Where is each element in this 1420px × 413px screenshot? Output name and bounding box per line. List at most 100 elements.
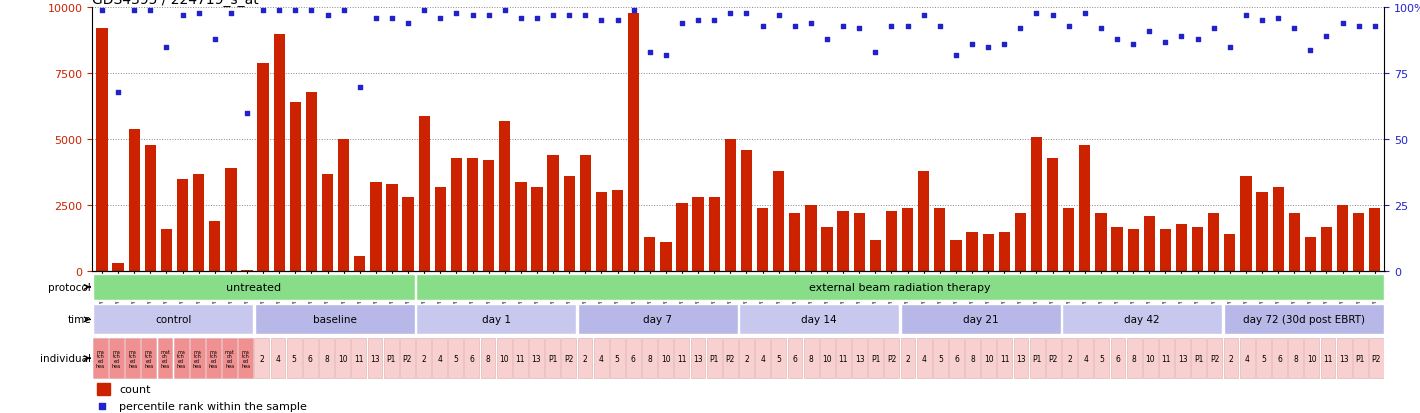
Bar — [1208, 214, 1220, 272]
Bar — [416, 274, 1383, 300]
Bar — [934, 209, 946, 272]
Text: 4: 4 — [760, 354, 765, 363]
Bar — [707, 338, 721, 378]
Bar — [1272, 338, 1287, 378]
Point — [977, 45, 1000, 51]
Bar — [1079, 145, 1091, 272]
Bar — [209, 222, 220, 272]
Point — [124, 7, 146, 14]
Point — [444, 10, 467, 17]
Text: 4: 4 — [275, 354, 281, 363]
Bar — [173, 338, 189, 378]
Bar — [1272, 188, 1284, 272]
Bar — [322, 174, 334, 272]
Bar — [1224, 305, 1383, 335]
Point — [139, 7, 162, 14]
Point — [187, 10, 210, 17]
Bar — [435, 188, 446, 272]
Text: 5: 5 — [453, 354, 459, 363]
Text: P2: P2 — [403, 354, 412, 363]
Point — [1218, 45, 1241, 51]
Point — [1348, 24, 1370, 30]
Bar — [335, 338, 351, 378]
Bar — [548, 156, 558, 272]
Bar — [902, 209, 913, 272]
Bar — [500, 121, 510, 272]
Point — [1106, 37, 1129, 43]
Bar — [1143, 338, 1157, 378]
Text: mat
ch
ed
hea: mat ch ed hea — [224, 349, 234, 368]
Bar — [628, 14, 639, 272]
Text: day 72 (30d post EBRT): day 72 (30d post EBRT) — [1242, 315, 1365, 325]
Bar — [158, 338, 172, 378]
Text: 4: 4 — [922, 354, 927, 363]
Bar — [467, 159, 479, 272]
Bar — [998, 232, 1010, 272]
Point — [251, 7, 274, 14]
Bar — [612, 190, 623, 272]
Point — [172, 13, 195, 19]
Bar — [869, 240, 880, 272]
Point — [348, 84, 371, 90]
Bar — [1191, 227, 1203, 272]
Text: P1: P1 — [1032, 354, 1042, 363]
Bar — [1112, 227, 1123, 272]
Bar — [676, 203, 687, 272]
Text: 8: 8 — [970, 354, 976, 363]
Bar — [1257, 193, 1268, 272]
Point — [1315, 34, 1338, 40]
Bar — [950, 240, 961, 272]
Text: P2: P2 — [1372, 354, 1382, 363]
Bar — [724, 140, 736, 272]
Text: 11: 11 — [1323, 354, 1333, 363]
Point — [1025, 10, 1048, 17]
Text: 5: 5 — [291, 354, 297, 363]
Bar — [771, 338, 787, 378]
Point — [220, 10, 243, 17]
Point — [477, 13, 500, 19]
Text: day 21: day 21 — [963, 315, 998, 325]
Bar — [900, 338, 916, 378]
Bar — [302, 338, 318, 378]
Bar — [402, 198, 413, 272]
Bar — [1047, 338, 1061, 378]
Bar — [626, 338, 640, 378]
Point — [784, 24, 807, 30]
Bar — [97, 29, 108, 272]
Point — [1154, 39, 1177, 46]
Point — [896, 24, 919, 30]
Text: control: control — [155, 315, 192, 325]
Bar — [852, 338, 868, 378]
Bar — [480, 338, 496, 378]
Bar — [1255, 338, 1271, 378]
Bar — [464, 338, 480, 378]
Text: 13: 13 — [693, 354, 703, 363]
Text: P1: P1 — [710, 354, 719, 363]
Bar — [497, 338, 511, 378]
Bar — [723, 338, 738, 378]
Point — [1074, 10, 1096, 17]
Point — [1010, 26, 1032, 33]
Bar — [109, 338, 124, 378]
Bar — [1095, 338, 1109, 378]
Bar — [112, 264, 124, 272]
Point — [429, 16, 452, 22]
Text: 11: 11 — [1162, 354, 1172, 363]
Text: 6: 6 — [630, 354, 636, 363]
Point — [558, 13, 581, 19]
Text: 5: 5 — [937, 354, 943, 363]
Point — [1122, 42, 1145, 48]
Bar — [693, 198, 704, 272]
Bar — [804, 338, 818, 378]
Point — [91, 7, 114, 14]
Text: P1: P1 — [386, 354, 396, 363]
Bar — [416, 305, 577, 335]
Bar — [145, 145, 156, 272]
Point — [268, 7, 291, 14]
Bar — [290, 103, 301, 272]
Bar — [805, 206, 816, 272]
Bar — [515, 182, 527, 272]
Text: P2: P2 — [1210, 354, 1220, 363]
Bar — [432, 338, 447, 378]
Bar — [1095, 214, 1106, 272]
